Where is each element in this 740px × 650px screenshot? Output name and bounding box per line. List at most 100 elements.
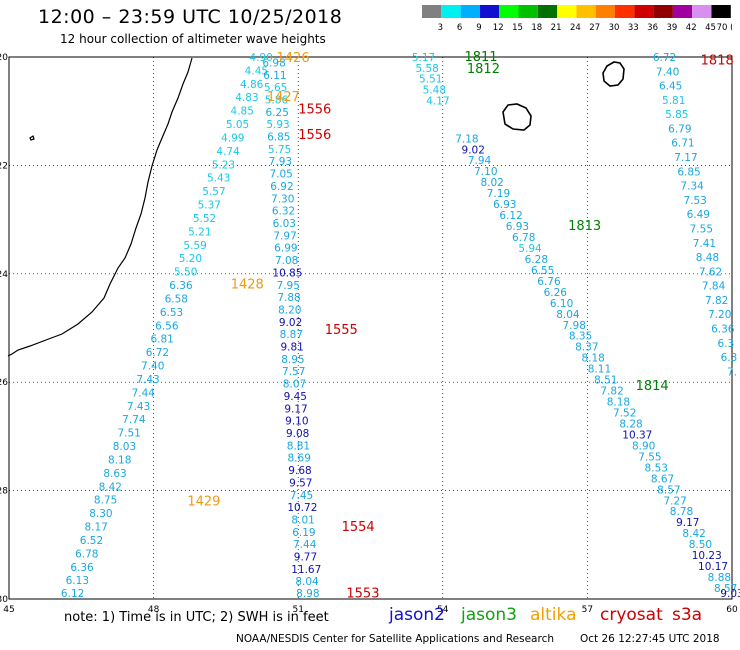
wave-height-reading: 6.3 bbox=[721, 352, 738, 364]
wave-height-reading: 5.23 bbox=[212, 159, 235, 171]
wave-height-reading: 8.35 bbox=[569, 331, 592, 343]
credit-line: NOAA/NESDIS Center for Satellite Applica… bbox=[236, 633, 554, 645]
wave-height-reading: 7.41 bbox=[693, 238, 716, 250]
colorbar-swatch bbox=[576, 5, 596, 18]
wave-height-reading: 8.07 bbox=[283, 379, 306, 391]
wave-height-reading: 6.93 bbox=[493, 199, 516, 211]
legend-jason3-label: jason3 bbox=[461, 605, 517, 625]
wave-height-reading: 6.36 bbox=[711, 323, 735, 335]
wave-height-reading: 6.28 bbox=[525, 254, 548, 266]
wave-height-reading: 6.71 bbox=[671, 138, 694, 150]
wave-height-reading: 4.17 bbox=[426, 95, 449, 107]
wave-height-reading: 7.57 bbox=[282, 366, 305, 378]
map-frame bbox=[8, 56, 733, 600]
longitude-tick-label: 45 bbox=[3, 605, 14, 615]
madagascar-coastline bbox=[7, 57, 193, 357]
pass-number-label: 1429 bbox=[187, 494, 220, 509]
wave-height-reading: 5.48 bbox=[423, 85, 446, 97]
wave-height-reading: 8.17 bbox=[84, 522, 107, 534]
wave-height-reading: 7.18 bbox=[455, 133, 478, 145]
coast-islet bbox=[29, 135, 35, 141]
wave-height-reading: 8.02 bbox=[480, 177, 503, 189]
footnote: note: 1) Time is in UTC; 2) SWH is in fe… bbox=[64, 610, 329, 625]
wave-height-reading: 7.19 bbox=[487, 188, 510, 200]
wave-height-reading: 7.53 bbox=[683, 195, 706, 207]
wave-height-reading: 8.57 bbox=[714, 583, 737, 595]
wave-height-reading: 7.62 bbox=[699, 266, 722, 278]
wave-height-reading: 7.84 bbox=[702, 281, 726, 293]
longitude-tick-label: 48 bbox=[148, 605, 160, 615]
wave-height-reading: 8.01 bbox=[291, 514, 314, 526]
wave-height-reading: 8.42 bbox=[99, 481, 122, 493]
wave-height-reading: 8.30 bbox=[89, 508, 112, 520]
colorbar-swatch bbox=[615, 5, 635, 18]
wave-height-reading: 8.53 bbox=[645, 462, 668, 474]
wave-height-reading: 5.17 bbox=[412, 52, 435, 64]
wave-height-reading: 8.20 bbox=[278, 304, 301, 316]
wave-height-reading: 7.44 bbox=[132, 387, 156, 399]
colorbar-swatch bbox=[479, 5, 500, 18]
pass-number-label: 1554 bbox=[342, 520, 375, 535]
wave-height-reading: 7.98 bbox=[563, 320, 586, 332]
wave-height-reading: 7.55 bbox=[638, 451, 661, 463]
wave-height-reading: 7.08 bbox=[275, 255, 298, 267]
wave-height-reading: 6.92 bbox=[270, 181, 293, 193]
wave-height-reading: 5.51 bbox=[419, 74, 442, 86]
wave-height-reading: 5.75 bbox=[268, 144, 291, 156]
wave-height-reading: 9.03 bbox=[720, 588, 740, 600]
pass-number-label: 1556 bbox=[298, 102, 331, 117]
colorbar-label: 39 bbox=[666, 23, 677, 33]
wave-height-reading: 8.63 bbox=[103, 468, 126, 480]
wave-height-reading: 8.42 bbox=[682, 528, 705, 540]
wave-height-reading: 6.85 bbox=[267, 132, 290, 144]
wave-height-reading: 8.88 bbox=[708, 572, 731, 584]
latitude-tick-label: -30 bbox=[0, 595, 8, 605]
wave-height-reading: 6.56 bbox=[155, 320, 179, 332]
wave-height-reading: 8.87 bbox=[280, 329, 303, 341]
wave-height-reading: 10.17 bbox=[698, 561, 728, 573]
track-1818: 6.72 7.40 6.45 5.81 5.85 6.79 6.71 7.17 6.85 7.34… bbox=[653, 52, 737, 378]
satellite-legend-jason3: jason3 bbox=[461, 605, 517, 625]
latitude-tick-label: -26 bbox=[0, 378, 8, 388]
latitude-tick-label: -22 bbox=[0, 161, 8, 171]
wave-height-reading: 5.57 bbox=[202, 186, 225, 198]
pass-number-label: 1811 bbox=[464, 50, 497, 65]
wave-height-reading: 4.86 bbox=[240, 79, 264, 91]
wave-height-reading: 9.81 bbox=[280, 342, 303, 354]
wave-height-reading: 6.25 bbox=[266, 107, 289, 119]
altimeter-tracks: 4.904.45 4.864.83 4.855.054.99 4.745.23 5.43… bbox=[61, 52, 740, 600]
colorbar-label: 42 bbox=[686, 23, 697, 33]
colorbar-swatch bbox=[557, 5, 577, 18]
wave-height-reading: 6.36 bbox=[70, 562, 94, 574]
colorbar-swatch bbox=[595, 5, 615, 18]
wave-height-reading: 5.85 bbox=[665, 109, 688, 121]
wave-height-reading: 4.99 bbox=[221, 132, 244, 144]
longitude-tick-label: 60 bbox=[726, 605, 738, 615]
wave-height-reading: 6.78 bbox=[512, 232, 535, 244]
wave-height-reading: 6.26 bbox=[544, 287, 568, 299]
wave-height-reading: 6.58 bbox=[165, 293, 188, 305]
wave-height-reading: 7.51 bbox=[117, 428, 140, 440]
colorbar-swatch bbox=[460, 5, 480, 18]
wave-height-reading: 7.45 bbox=[290, 490, 313, 502]
wave-height-reading: 7.52 bbox=[613, 408, 636, 420]
wave-height-reading: 6.52 bbox=[80, 535, 103, 547]
wave-height-reading: 6.79 bbox=[668, 123, 691, 135]
pass-number-label: 1812 bbox=[467, 62, 500, 77]
colorbar-swatch bbox=[537, 5, 558, 18]
wave-height-reading: 6.78 bbox=[75, 548, 98, 560]
wave-height-reading: 8.67 bbox=[651, 473, 674, 485]
wave-height-reading: 7.10 bbox=[474, 166, 497, 178]
wave-height-reading: 7.43 bbox=[127, 401, 150, 413]
wave-height-reading: 6.19 bbox=[292, 527, 315, 539]
pass-number-label: 1428 bbox=[231, 278, 264, 293]
wave-height-reading: 6.72 bbox=[146, 347, 169, 359]
colorbar-label: 9 bbox=[476, 23, 481, 33]
wave-height-reading: 5.50 bbox=[174, 267, 197, 279]
wave-height-reading: 6.32 bbox=[272, 206, 295, 218]
wave-height-reading: 6.53 bbox=[160, 307, 183, 319]
wave-height-reading: 8.18 bbox=[607, 397, 630, 409]
wave-height-reading: 7.43 bbox=[136, 374, 159, 386]
